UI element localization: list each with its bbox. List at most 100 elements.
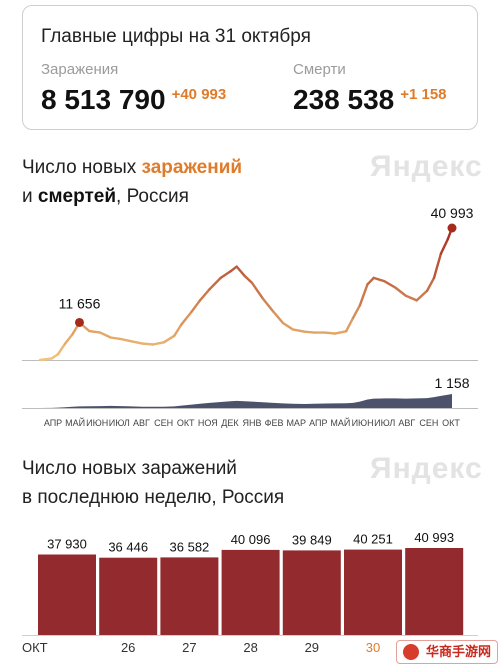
infections-line-segment: [119, 337, 133, 343]
infections-line-segment: [173, 323, 183, 338]
infections-line-segment: [130, 340, 144, 345]
infections-line-segment: [281, 321, 294, 331]
infections-line-segment: [50, 352, 60, 360]
infections-line-segment: [63, 332, 74, 346]
month-tick-label: МАЙ: [65, 417, 85, 428]
infections-line-segment: [162, 334, 176, 344]
chart1-heading-suffix: , Россия: [116, 186, 189, 207]
month-tick-label: ОКТ: [442, 418, 460, 428]
infections-line-segment: [394, 286, 407, 297]
infections-line-segment: [151, 341, 166, 346]
bar-category-label: 30: [366, 640, 380, 655]
summary-card: Главные цифры на 31 октября Заражения 8 …: [22, 5, 478, 130]
infections-line-segment: [303, 330, 316, 334]
infections-line-segment: [198, 287, 211, 302]
infections-line-segment: [219, 270, 232, 280]
peak-marker-spring: [74, 317, 84, 327]
month-tick-label: ИЮЛ: [374, 418, 395, 428]
month-tick-label: АВГ: [398, 418, 415, 428]
month-tick-label: ДЕК: [221, 418, 239, 428]
bar-category-label: 26: [121, 640, 135, 655]
infections-line-segment: [98, 331, 112, 339]
peak-label-spring: 11 656: [59, 295, 101, 311]
month-tick-label: ОКТ: [177, 418, 195, 428]
infections-line-segment: [358, 283, 369, 307]
infections-line-segment: [432, 252, 443, 280]
infections-line-segment: [38, 357, 53, 362]
month-tick-label: СЕН: [419, 418, 438, 428]
chart1-heading-prefix: Число новых: [22, 157, 142, 178]
bar-value-label: 40 096: [231, 532, 271, 547]
weekly-bar: [99, 557, 158, 635]
deaths-label-latest: 1 158: [434, 375, 469, 391]
deaths-delta: +1 158: [400, 86, 447, 103]
month-tick-label: СЕН: [154, 418, 173, 428]
infections-line-segment: [291, 328, 306, 333]
infections-line-segment: [243, 275, 254, 284]
chart1-heading-deaths: смертей: [37, 186, 117, 207]
chart2-heading-line2: в последнюю неделю, Россия: [22, 487, 285, 508]
infections-line-segment: [333, 330, 348, 335]
weekly-bar: [405, 548, 464, 635]
infections-line-segment: [261, 297, 275, 313]
chart2-heading: Число новых заражений в последнюю неделю…: [22, 454, 284, 512]
infections-line-segment: [109, 336, 123, 341]
site-badge-text: 华商手游网: [425, 644, 491, 659]
bar-category-label: 28: [243, 640, 257, 655]
infections-line-segment: [229, 265, 238, 273]
infections-line-segment: [344, 316, 355, 333]
peak-marker-latest: [447, 223, 457, 233]
month-tick-label: ИЮН: [86, 418, 108, 428]
peak-label-latest: 40 993: [431, 205, 474, 221]
bar-category-label: 29: [305, 640, 319, 655]
infections-label: Заражения: [41, 61, 119, 78]
weekly-bar: [221, 549, 280, 635]
month-tick-label: АВГ: [133, 418, 150, 428]
bar-category-label: 27: [182, 640, 196, 655]
month-tick-label: ИЮН: [352, 418, 374, 428]
site-badge: 华商手游网: [396, 640, 498, 664]
deaths-stat: Смерти 238 538 +1 158: [293, 61, 447, 116]
infections-line-segment: [439, 238, 449, 255]
infections-line-segment: [250, 281, 265, 301]
infections-line-segment: [141, 342, 155, 346]
infections-line-segment: [272, 310, 285, 325]
chart1-heading-infections: заражений: [141, 157, 243, 178]
infections-line-segment: [180, 310, 193, 326]
infections-line-segment: [87, 329, 102, 334]
site-logo-icon: [403, 644, 419, 660]
infections-line-segment: [425, 276, 436, 293]
deaths-area-series: [40, 394, 452, 408]
watermark-logo-1: Яндекс: [370, 150, 483, 183]
bar-category-label: ОКТ: [22, 640, 48, 655]
infections-line-segment: [190, 299, 202, 313]
infections-line-segment: [56, 342, 67, 356]
month-tick-label: ИЮЛ: [109, 418, 130, 428]
weekly-bar-chart: 37 930 ОКТ 36 446 26 36 582 27 40 096 28 39 849 2…: [22, 530, 478, 655]
chart2-heading-line1: Число новых заражений: [22, 458, 237, 479]
month-tick-label: АПР: [44, 418, 62, 428]
bar-value-label: 37 930: [47, 537, 87, 552]
infections-stat: Заражения 8 513 790 +40 993: [41, 61, 226, 116]
deaths-label: Смерти: [293, 61, 346, 78]
month-tick-label: АПР: [309, 418, 327, 428]
month-tick-label: ЯНВ: [242, 418, 261, 428]
bar-value-label: 36 582: [170, 539, 210, 554]
chart1-heading-prefix2: и: [22, 186, 38, 207]
infections-value: 8 513 790: [41, 84, 166, 115]
weekly-bar: [282, 550, 341, 635]
infections-line-segment: [235, 265, 247, 278]
infections-line-segment: [208, 276, 222, 291]
chart1-heading: Число новых заражений и смертей, Россия: [22, 153, 242, 211]
month-tick-label: ФЕВ: [265, 418, 284, 428]
infections-line-segment: [415, 289, 429, 302]
infections-line-segment: [324, 331, 337, 335]
weekly-bar: [38, 554, 96, 635]
weekly-bar: [160, 557, 219, 635]
infections-line-segment: [366, 276, 375, 286]
month-tick-label: НОЯ: [198, 418, 218, 428]
bar-value-label: 40 251: [353, 532, 393, 547]
deaths-value: 238 538: [293, 84, 395, 115]
infections-line-segment: [351, 304, 362, 320]
